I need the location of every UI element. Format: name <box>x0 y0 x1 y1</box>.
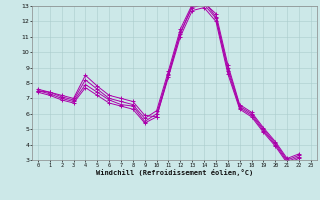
X-axis label: Windchill (Refroidissement éolien,°C): Windchill (Refroidissement éolien,°C) <box>96 169 253 176</box>
